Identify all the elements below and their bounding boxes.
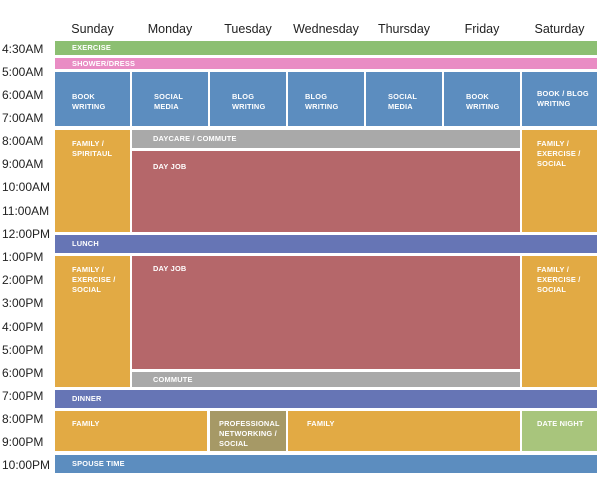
block-label: BLOG WRITING xyxy=(305,92,339,111)
block-label: DAY JOB xyxy=(153,162,187,171)
family-evening-left-block[interactable]: FAMILY xyxy=(55,411,207,451)
time-label-0600am: 6:00AM xyxy=(2,88,44,102)
wednesday-blog-writing-block[interactable]: BLOG WRITING xyxy=(288,72,364,126)
block-label: DAYCARE / COMMUTE xyxy=(153,134,237,143)
block-label: EXERCISE xyxy=(72,43,111,52)
daycare-commute-block[interactable]: DAYCARE / COMMUTE xyxy=(132,130,520,148)
dinner-block[interactable]: DINNER xyxy=(55,390,597,408)
professional-networking-block[interactable]: PROFESSIONAL NETWORKING / SOCIAL xyxy=(210,411,286,451)
day-header-thursday: Thursday xyxy=(377,22,431,36)
day-job-afternoon-block[interactable]: DAY JOB xyxy=(132,256,520,369)
time-label-0600pm: 6:00PM xyxy=(2,366,44,380)
saturday-book-blog-writing-block[interactable]: BOOK / BLOG WRITING xyxy=(522,72,597,126)
time-label-0900pm: 9:00PM xyxy=(2,435,44,449)
block-label: SOCIAL MEDIA xyxy=(388,92,418,111)
time-label-1200pm: 12:00PM xyxy=(2,227,51,241)
saturday-family-exercise-social-afternoon-block[interactable]: FAMILY / EXERCISE / SOCIAL xyxy=(522,256,597,387)
block-label: DATE NIGHT xyxy=(537,419,584,428)
time-label-1100am: 11:00AM xyxy=(2,204,50,218)
block-label: COMMUTE xyxy=(153,375,193,384)
exercise-block[interactable]: EXERCISE xyxy=(55,41,597,55)
sunday-family-exercise-social-afternoon-block[interactable]: FAMILY / EXERCISE / SOCIAL xyxy=(55,256,130,387)
shower-dress-block[interactable]: SHOWER/DRESS xyxy=(55,58,597,69)
block-label: BOOK WRITING xyxy=(72,92,106,111)
time-label-0300pm: 3:00PM xyxy=(2,296,44,310)
block-label: FAMILY xyxy=(72,419,100,428)
block-label: LUNCH xyxy=(72,239,99,248)
block-label: SHOWER/DRESS xyxy=(72,59,136,68)
day-header-friday: Friday xyxy=(464,22,500,36)
time-label-0700am: 7:00AM xyxy=(2,111,44,125)
sunday-family-spiritual-block[interactable]: FAMILY / SPIRITAUL xyxy=(55,130,130,232)
commute-block[interactable]: COMMUTE xyxy=(132,372,520,387)
lunch-block[interactable]: LUNCH xyxy=(55,235,597,253)
time-label-0800pm: 8:00PM xyxy=(2,412,44,426)
time-label-0400pm: 4:00PM xyxy=(2,320,44,334)
block-label: FAMILY / EXERCISE / SOCIAL xyxy=(537,139,581,168)
time-label-0430am: 4:30AM xyxy=(2,42,44,56)
day-header-tuesday: Tuesday xyxy=(224,22,272,36)
spouse-time-block[interactable]: SPOUSE TIME xyxy=(55,455,597,473)
family-evening-right-block[interactable]: FAMILY xyxy=(288,411,520,451)
block-label: FAMILY / EXERCISE / SOCIAL xyxy=(537,265,581,294)
sunday-book-writing-block[interactable]: BOOK WRITING xyxy=(55,72,130,126)
block-label: SOCIAL MEDIA xyxy=(154,92,184,111)
block-label: FAMILY xyxy=(307,419,335,428)
day-header-wednesday: Wednesday xyxy=(293,22,359,36)
time-label-0700pm: 7:00PM xyxy=(2,389,44,403)
saturday-family-exercise-social-morning-block[interactable]: FAMILY / EXERCISE / SOCIAL xyxy=(522,130,597,232)
time-label-0500am: 5:00AM xyxy=(2,65,44,79)
tuesday-blog-writing-block[interactable]: BLOG WRITING xyxy=(210,72,286,126)
time-label-1000pm: 10:00PM xyxy=(2,458,51,472)
block-label: DINNER xyxy=(72,394,102,403)
block-label: BOOK WRITING xyxy=(466,92,500,111)
block-label: FAMILY / EXERCISE / SOCIAL xyxy=(72,265,116,294)
monday-social-media-block[interactable]: SOCIAL MEDIA xyxy=(132,72,208,126)
block-label: DAY JOB xyxy=(153,264,187,273)
time-label-0200pm: 2:00PM xyxy=(2,273,44,287)
day-job-morning-block[interactable]: DAY JOB xyxy=(132,151,520,232)
block-label: PROFESSIONAL NETWORKING / SOCIAL xyxy=(219,419,280,448)
block-label: BOOK / BLOG WRITING xyxy=(537,89,589,108)
friday-book-writing-block[interactable]: BOOK WRITING xyxy=(444,72,520,126)
date-night-block[interactable]: DATE NIGHT xyxy=(522,411,597,451)
day-header-saturday: Saturday xyxy=(534,22,585,36)
day-header-sunday: Sunday xyxy=(71,22,114,36)
time-label-0500pm: 5:00PM xyxy=(2,343,44,357)
thursday-social-media-block[interactable]: SOCIAL MEDIA xyxy=(366,72,442,126)
block-label: BLOG WRITING xyxy=(232,92,266,111)
time-label-0800am: 8:00AM xyxy=(2,134,44,148)
time-label-0100pm: 1:00PM xyxy=(2,250,44,264)
block-label: SPOUSE TIME xyxy=(72,459,125,468)
time-label-0900am: 9:00AM xyxy=(2,157,44,171)
block-label: FAMILY / SPIRITAUL xyxy=(72,139,113,158)
time-label-1000am: 10:00AM xyxy=(2,180,51,194)
day-header-monday: Monday xyxy=(147,22,193,36)
